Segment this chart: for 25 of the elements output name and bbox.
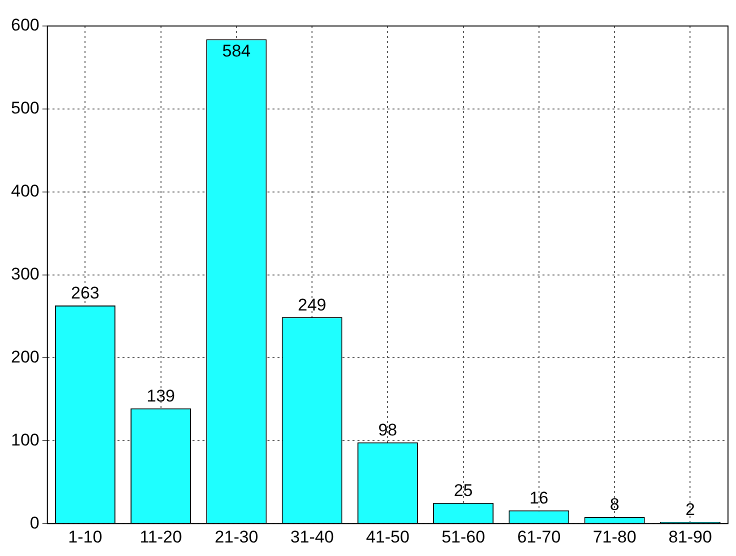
- data-label: 98: [378, 420, 398, 440]
- y-tick-label: 600: [10, 16, 40, 35]
- y-tick-label: 300: [10, 264, 40, 284]
- data-label: 139: [146, 386, 175, 406]
- x-tick-label: 41-50: [366, 527, 410, 546]
- x-tick-label: 31-40: [290, 527, 334, 546]
- x-tick-label: 61-70: [517, 527, 561, 546]
- x-tick-label: 51-60: [442, 527, 486, 546]
- x-tick-label: 11-20: [140, 527, 182, 546]
- x-tick-label: 71-80: [592, 527, 636, 546]
- data-label: 584: [222, 41, 251, 60]
- data-label: 16: [529, 488, 548, 508]
- x-tick-label: 1-10: [68, 527, 102, 546]
- x-tick-label: 21-30: [214, 527, 258, 546]
- data-label: 249: [298, 295, 326, 314]
- data-label: 263: [70, 284, 100, 303]
- y-tick-label: 200: [10, 347, 40, 366]
- y-tick-label: 100: [10, 430, 40, 450]
- data-label: 8: [610, 495, 620, 514]
- y-tick-label: 0: [30, 513, 40, 532]
- data-label: 2: [685, 500, 695, 520]
- y-tick-label: 400: [10, 182, 40, 201]
- x-tick-label: 81-90: [668, 527, 712, 546]
- data-label: 25: [454, 481, 473, 500]
- y-tick-label: 500: [10, 98, 40, 118]
